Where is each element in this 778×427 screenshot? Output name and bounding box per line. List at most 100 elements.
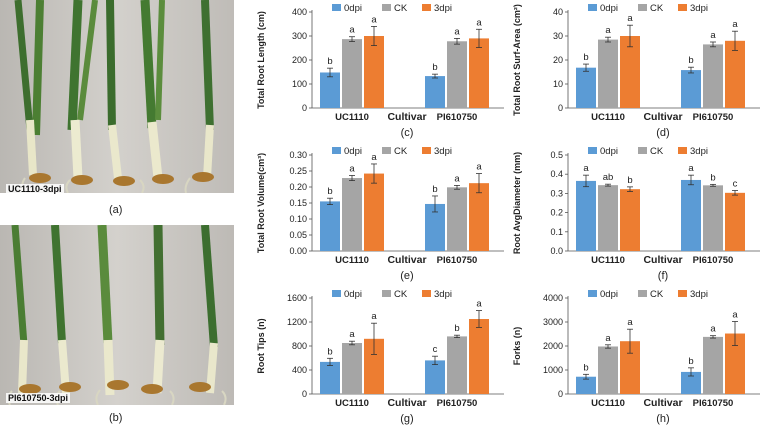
- bar-0dpi-pi610750: [425, 203, 445, 251]
- x-category-label: UC1110: [335, 112, 369, 123]
- significance-letter: a: [349, 25, 355, 36]
- legend-label-0dpi: 0dpi: [344, 289, 362, 300]
- legend-swatch-0dpi: [332, 4, 341, 11]
- legend-label-ck: CK: [650, 289, 664, 300]
- significance-letter: a: [732, 310, 738, 321]
- bar-3dpi-pi610750: [725, 192, 745, 251]
- bar-0dpi-pi610750: [681, 371, 701, 394]
- photo-uc1110: [0, 0, 234, 193]
- legend-swatch-3dpi: [678, 4, 687, 11]
- significance-letter: a: [371, 152, 377, 163]
- photo-pi610750: [0, 225, 234, 405]
- bar-ck-pi610750: [703, 44, 723, 108]
- chart-d-total-root-surf-area: 0dpi CK 3dpi Total Root Surf-Area (cm²) 0 10 2…: [508, 0, 778, 140]
- y-ticks: 0 100 200 300 400: [292, 7, 312, 113]
- bar-3dpi-pi610750: [469, 183, 489, 251]
- significance-letter: b: [583, 52, 588, 63]
- bars: b a a b a a: [320, 152, 489, 251]
- chart-e-total-root-volume: 0dpi CK 3dpi Total Root Volume(cm³) 0.00 0.05…: [252, 143, 522, 283]
- y-tick-label: 1200: [287, 317, 307, 327]
- bars: b a a b a a: [320, 14, 489, 109]
- x-axis-label: Cultivar: [387, 254, 426, 266]
- legend-label-ck: CK: [650, 146, 664, 157]
- x-axis-label: Cultivar: [387, 111, 426, 123]
- legend-label-0dpi: 0dpi: [600, 3, 618, 14]
- y-tick-label: 200: [292, 55, 307, 65]
- seedlings-b: [11, 225, 218, 396]
- legend-label-3dpi: 3dpi: [434, 289, 452, 300]
- legend-label-0dpi: 0dpi: [344, 3, 362, 14]
- bar-0dpi-pi610750: [425, 76, 445, 108]
- y-tick-label: 0: [558, 389, 563, 399]
- x-category-label: PI610750: [693, 112, 734, 123]
- legend-label-0dpi: 0dpi: [600, 146, 618, 157]
- significance-letter: a: [710, 30, 716, 41]
- y-ticks: 0.00 0.05 0.10 0.15 0.20 0.25 0.30: [289, 150, 312, 256]
- x-category-label: UC1110: [335, 255, 369, 266]
- seedlings-a: [14, 0, 214, 179]
- legend-label-3dpi: 3dpi: [690, 289, 708, 300]
- significance-letter: a: [476, 17, 482, 28]
- bar-ck-uc1110: [342, 178, 362, 251]
- significance-letter: a: [583, 163, 589, 174]
- seedling-photo-pi610750: [0, 225, 234, 405]
- legend: 0dpi CK 3dpi: [332, 3, 452, 14]
- x-category-label: UC1110: [335, 398, 369, 409]
- bar-0dpi-uc1110: [320, 72, 340, 108]
- bar-0dpi-uc1110: [576, 376, 596, 394]
- panel-label-a: (a): [109, 204, 123, 216]
- significance-letter: b: [688, 356, 693, 367]
- significance-letter: a: [371, 14, 377, 25]
- bar-ck-pi610750: [447, 41, 467, 108]
- y-tick-label: 100: [292, 79, 307, 89]
- legend-swatch-0dpi: [588, 290, 597, 297]
- x-category-label: PI610750: [693, 255, 734, 266]
- bar-3dpi-uc1110: [620, 36, 640, 108]
- bars: b a a b a a: [576, 310, 745, 394]
- significance-letter: c: [733, 179, 738, 190]
- legend-swatch-3dpi: [678, 147, 687, 154]
- bars: b a a b a a: [576, 13, 745, 108]
- y-tick-label: 0.5: [550, 150, 563, 160]
- legend-swatch-0dpi: [588, 4, 597, 11]
- legend-swatch-0dpi: [332, 290, 341, 297]
- x-category-label: PI610750: [693, 398, 734, 409]
- significance-letter: a: [476, 299, 482, 310]
- y-tick-label: 4000: [543, 293, 563, 303]
- x-category-label: UC1110: [591, 255, 625, 266]
- bar-ck-uc1110: [342, 343, 362, 394]
- y-tick-label: 400: [292, 7, 307, 17]
- y-ticks: 0 10 20 30 40: [553, 7, 568, 113]
- bar-3dpi-pi610750: [469, 319, 489, 394]
- bar-3dpi-pi610750: [725, 333, 745, 394]
- significance-letter: a: [371, 311, 377, 322]
- bar-0dpi-uc1110: [320, 201, 340, 251]
- significance-letter: b: [432, 62, 437, 73]
- significance-letter: a: [349, 329, 355, 340]
- bar-3dpi-uc1110: [364, 36, 384, 108]
- significance-letter: a: [710, 324, 716, 335]
- legend-swatch-ck: [638, 147, 647, 154]
- legend: 0dpi CK 3dpi: [588, 146, 708, 157]
- legend-label-0dpi: 0dpi: [600, 289, 618, 300]
- significance-letter: a: [605, 333, 611, 344]
- y-axis-label: Total Root Volume(cm³): [256, 153, 266, 253]
- legend-swatch-ck: [382, 147, 391, 154]
- y-tick-label: 0: [558, 103, 563, 113]
- chart-svg-e: 0dpi CK 3dpi Total Root Volume(cm³) 0.00 0.05…: [256, 146, 504, 282]
- significance-letter: b: [688, 55, 693, 66]
- legend-label-3dpi: 3dpi: [690, 146, 708, 157]
- bars: b a a c b a: [320, 299, 489, 394]
- panel-label: (e): [400, 270, 413, 282]
- legend: 0dpi CK 3dpi: [588, 289, 708, 300]
- significance-letter: b: [627, 175, 632, 186]
- significance-letter: a: [688, 163, 694, 174]
- legend-swatch-3dpi: [422, 147, 431, 154]
- y-ticks: 0 1000 2000 3000 4000: [543, 293, 568, 399]
- significance-letter: a: [454, 173, 460, 184]
- panel-label: (g): [400, 413, 413, 425]
- significance-letter: a: [349, 163, 355, 174]
- bar-ck-pi610750: [447, 187, 467, 251]
- bar-3dpi-uc1110: [364, 173, 384, 251]
- y-tick-label: 40: [553, 7, 563, 17]
